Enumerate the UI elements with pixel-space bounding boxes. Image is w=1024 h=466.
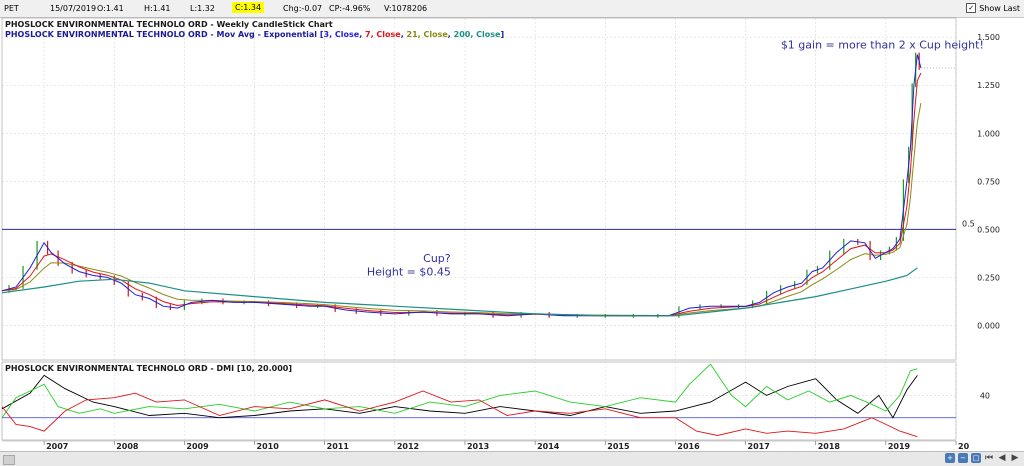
x-tick-label: 2018 xyxy=(818,442,841,451)
symbol-label: PET xyxy=(4,4,19,13)
legend-sep: , xyxy=(448,30,454,39)
dmi-title: PHOSLOCK ENVIRONMENTAL TECHNOLO ORD - DM… xyxy=(5,364,292,373)
x-tick-label: 2015 xyxy=(607,442,630,451)
prev-icon[interactable]: ◀ xyxy=(998,453,1006,463)
price-panel xyxy=(1,17,957,361)
dmi-series-line xyxy=(1,374,918,419)
x-tick-label: 2013 xyxy=(467,442,489,451)
chart-annotation: Height = $0.45 xyxy=(367,265,451,278)
y-tick-label: 0.750 xyxy=(977,177,1000,186)
x-axis: 2007 2008 2009 2010 2011 2012 2013 2014 2015 2016… xyxy=(2,440,970,451)
dmi-y-tick-label: 40 xyxy=(980,391,990,400)
cup-rim-label: 0.5 xyxy=(962,219,975,228)
ema-legend: PHOSLOCK ENVIRONMENTAL TECHNOLO ORD - Mo… xyxy=(5,30,504,39)
show-last-toggle[interactable]: ✓ Show Last xyxy=(966,3,1020,13)
scroll-thumb[interactable] xyxy=(3,455,15,465)
zoom-out-icon[interactable]: − xyxy=(958,453,968,463)
legend-prefix: PHOSLOCK ENVIRONMENTAL TECHNOLO ORD - Mo… xyxy=(5,30,324,39)
chart-annotation: Cup? xyxy=(423,252,451,265)
x-tick-label: 2012 xyxy=(397,442,419,451)
next-icon[interactable]: ▶ xyxy=(1011,453,1019,463)
annotations: Cup?Height = $0.45 $1 gain = more than 2 … xyxy=(367,39,984,279)
ema200-line xyxy=(1,267,918,317)
dmi-series-line xyxy=(1,363,918,418)
chart-annotation: $1 gain = more than 2 x Cup height! xyxy=(781,39,984,52)
high-label: H:1.41 xyxy=(144,4,171,13)
zoom-in-icon[interactable]: + xyxy=(945,453,955,463)
y-tick-label: 0.250 xyxy=(977,273,1000,282)
show-last-checkbox[interactable]: ✓ xyxy=(966,3,977,13)
x-tick-label: 2009 xyxy=(186,442,209,451)
y-tick-label: 0.000 xyxy=(977,321,1000,330)
legend-item: 3, Close xyxy=(324,30,360,39)
ema21-line xyxy=(1,103,922,317)
legend-sep: , xyxy=(401,30,407,39)
date-label: 15/07/2019 xyxy=(50,4,97,13)
x-tick-label: 20 xyxy=(958,442,970,451)
close-label: C:1.34 xyxy=(232,2,265,13)
x-tick-label: 2014 xyxy=(537,442,560,451)
dmi-panel xyxy=(1,361,957,441)
legend-item: 21, Close xyxy=(407,30,449,39)
change-label: Chg:-0.07 xyxy=(283,4,323,13)
legend-suffix: ] xyxy=(500,30,504,39)
price-grid: 0.5 xyxy=(2,18,975,360)
chart-canvas[interactable]: 0.5 0.0000.2500.5000.7501.0001.2501.500 … xyxy=(0,17,1024,451)
x-tick-label: 2008 xyxy=(116,442,139,451)
chart-title: PHOSLOCK ENVIRONMENTAL TECHNOLO ORD - We… xyxy=(5,20,333,29)
change-pct-label: CP:-4.96% xyxy=(329,4,371,13)
y-tick-label: 1.000 xyxy=(977,129,1000,138)
x-tick-label: 2016 xyxy=(677,442,700,451)
legend-sep: , xyxy=(359,30,365,39)
x-tick-label: 2011 xyxy=(327,442,350,451)
volume-label: V:1078206 xyxy=(384,4,428,13)
dmi-y-axis: 40 xyxy=(980,391,990,400)
price-y-axis: 0.000 0.250 0.500 0.750 1.000 1.250 1.500 xyxy=(977,33,1000,330)
legend-item: 200, Close xyxy=(454,30,501,39)
open-label: O:1.41 xyxy=(97,4,124,13)
y-tick-label: 1.250 xyxy=(977,81,1000,90)
low-label: L:1.32 xyxy=(190,4,215,13)
y-tick-label: 0.500 xyxy=(977,225,1000,234)
navigation-buttons: + − □ ⏮ ◀ ▶ xyxy=(945,453,1020,463)
quote-header-bar: PET 15/07/2019 O:1.41 H:1.41 L:1.32 C:1.… xyxy=(0,0,1024,18)
dmi-series-line xyxy=(1,390,918,438)
x-tick-label: 2019 xyxy=(888,442,911,451)
fit-icon[interactable]: □ xyxy=(971,453,981,463)
dmi-series xyxy=(1,363,956,438)
legend-item: 7, Close xyxy=(365,30,401,39)
price-series xyxy=(1,52,956,318)
y-tick-label: 1.500 xyxy=(977,33,1000,42)
first-page-icon[interactable]: ⏮ xyxy=(984,453,994,463)
ema3-line xyxy=(1,54,922,317)
bottom-scrollbar[interactable]: + − □ ⏮ ◀ ▶ xyxy=(0,451,1024,466)
x-tick-label: 2010 xyxy=(257,442,280,451)
x-tick-label: 2017 xyxy=(748,442,770,451)
show-last-label: Show Last xyxy=(979,3,1020,13)
x-tick-label: 2007 xyxy=(46,442,68,451)
dmi-grid xyxy=(2,362,957,440)
